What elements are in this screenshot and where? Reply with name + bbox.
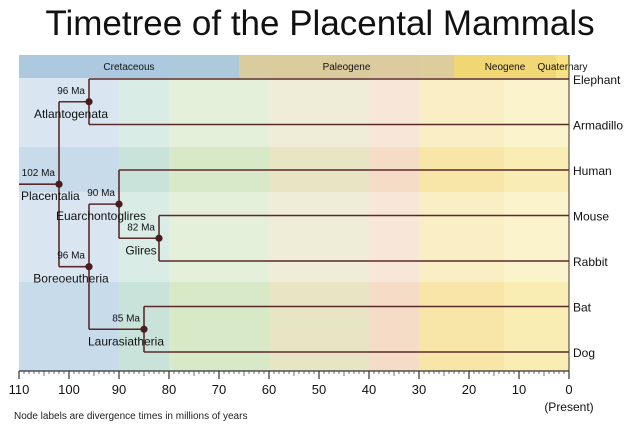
x-tick-label: 70 bbox=[212, 382, 226, 397]
taxon-label: Rabbit bbox=[573, 255, 608, 269]
x-tick-label: 80 bbox=[162, 382, 176, 397]
time-band bbox=[19, 55, 119, 371]
x-tick-label: 20 bbox=[462, 382, 476, 397]
x-tick-label: 30 bbox=[412, 382, 426, 397]
row-stripe bbox=[19, 192, 569, 282]
node-age-label: 85 Ma bbox=[112, 313, 140, 324]
period-label: Paleogene bbox=[323, 62, 371, 73]
clade-label: Boreoeutheria bbox=[33, 272, 109, 286]
time-band bbox=[169, 55, 269, 371]
node-dot bbox=[85, 263, 93, 271]
x-tick-label: 110 bbox=[9, 382, 30, 397]
node-age-label: 82 Ma bbox=[127, 222, 155, 233]
period-header bbox=[556, 55, 569, 78]
clade-label: Euarchontoglires bbox=[56, 209, 146, 223]
node-age-label: 90 Ma bbox=[87, 188, 115, 199]
period-label: Quaternary bbox=[537, 62, 587, 73]
time-band bbox=[504, 55, 569, 371]
node-age-label: 96 Ma bbox=[57, 86, 85, 97]
x-tick-label: 100 bbox=[58, 382, 80, 397]
node-dot bbox=[55, 180, 63, 188]
present-label: (Present) bbox=[544, 400, 593, 414]
footnote: Node labels are divergence times in mill… bbox=[14, 411, 248, 422]
node-age-label: 96 Ma bbox=[57, 251, 85, 262]
node-dot bbox=[85, 98, 93, 106]
period-header bbox=[239, 55, 454, 78]
clade-label: Atlantogenata bbox=[34, 107, 108, 121]
period-header bbox=[454, 55, 556, 78]
x-tick-label: 10 bbox=[512, 382, 526, 397]
x-tick-label: 0 bbox=[565, 382, 572, 397]
x-tick-label: 40 bbox=[362, 382, 376, 397]
node-dot bbox=[115, 200, 123, 208]
taxon-label: Bat bbox=[573, 301, 592, 315]
node-dot bbox=[155, 234, 163, 242]
time-band bbox=[269, 55, 369, 371]
time-band bbox=[369, 55, 419, 371]
period-header bbox=[19, 55, 239, 78]
taxon-label: Dog bbox=[573, 346, 595, 360]
x-tick-label: 50 bbox=[312, 382, 326, 397]
taxon-label: Mouse bbox=[573, 210, 609, 224]
x-tick-label: 60 bbox=[262, 382, 276, 397]
period-label: Neogene bbox=[485, 62, 526, 73]
taxon-label: Armadillo bbox=[573, 119, 623, 133]
x-tick-label: 90 bbox=[112, 382, 126, 397]
taxon-label: Elephant bbox=[573, 73, 621, 87]
taxon-label: Human bbox=[573, 164, 612, 178]
period-label: Cretaceous bbox=[103, 62, 154, 73]
page-title: Timetree of the Placental Mammals bbox=[45, 4, 595, 43]
time-band bbox=[419, 55, 504, 371]
clade-label: Laurasiatheria bbox=[88, 334, 164, 348]
clade-label: Glires bbox=[125, 243, 156, 257]
clade-label: Placentalia bbox=[21, 189, 80, 203]
row-stripe bbox=[19, 78, 569, 147]
node-age-label: 102 Ma bbox=[22, 168, 56, 179]
node-dot bbox=[140, 325, 148, 333]
